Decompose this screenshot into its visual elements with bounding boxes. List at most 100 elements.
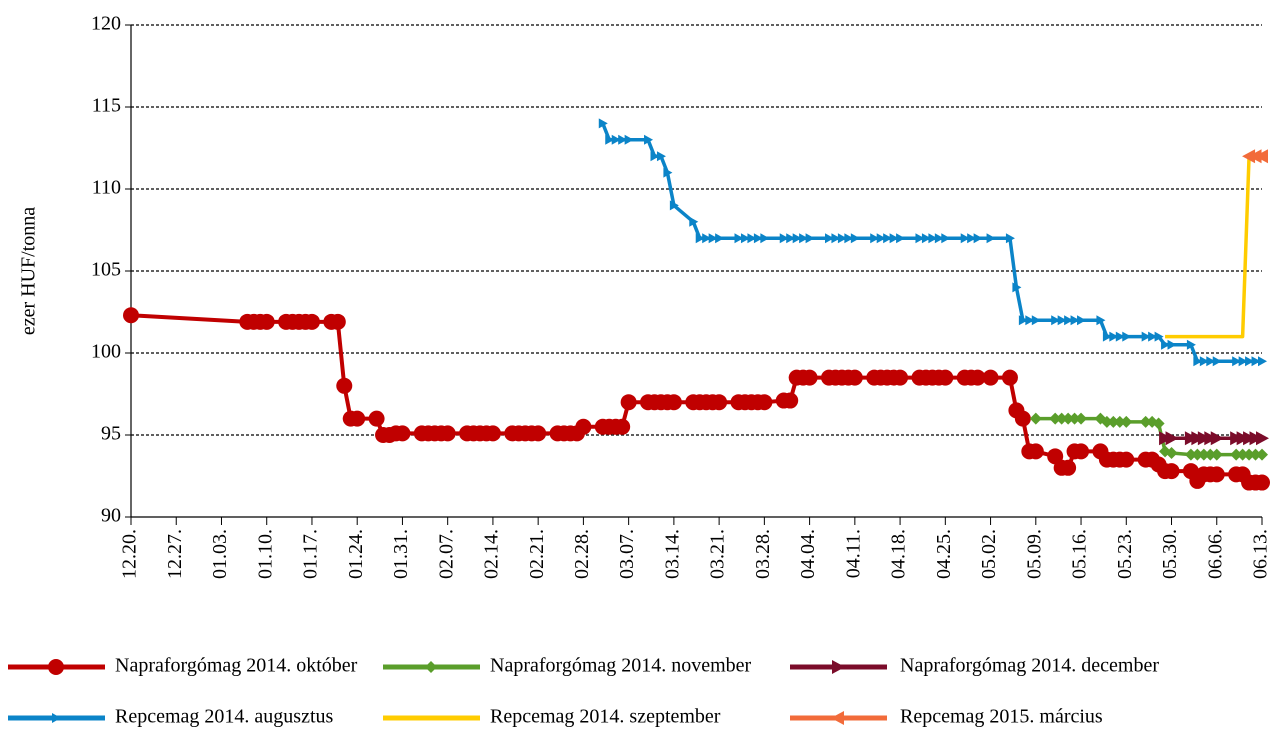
x-tick-label: 04.11. <box>842 529 864 578</box>
marker <box>605 134 615 145</box>
x-tick-label: 02.28. <box>571 529 593 579</box>
marker <box>695 233 705 244</box>
marker <box>663 167 673 178</box>
x-tick-label: 01.03. <box>209 529 231 579</box>
marker <box>598 118 608 129</box>
marker <box>1025 315 1035 326</box>
marker <box>1068 412 1081 425</box>
x-tick-label: 05.09. <box>1023 529 1045 579</box>
marker <box>1096 315 1106 326</box>
marker <box>1256 448 1268 461</box>
marker <box>715 233 725 244</box>
marker <box>439 425 456 442</box>
y-tick-label: 90 <box>101 505 121 527</box>
marker <box>258 313 275 330</box>
marker <box>892 369 909 386</box>
marker <box>1184 448 1197 461</box>
marker <box>1251 356 1261 367</box>
marker <box>1243 448 1256 461</box>
marker <box>846 369 863 386</box>
marker <box>1141 331 1151 342</box>
marker <box>1206 356 1216 367</box>
marker <box>915 233 925 244</box>
marker <box>1014 410 1031 427</box>
marker <box>801 369 818 386</box>
series <box>1159 431 1269 446</box>
marker <box>1212 356 1222 367</box>
marker <box>973 233 983 244</box>
marker <box>1077 315 1087 326</box>
marker <box>530 425 547 442</box>
x-tick-label: 03.07. <box>616 529 638 579</box>
marker <box>799 233 809 244</box>
marker <box>831 711 844 725</box>
marker <box>708 233 718 244</box>
marker <box>1236 448 1249 461</box>
x-tick-label: 04.25. <box>933 529 955 579</box>
marker <box>1102 331 1112 342</box>
y-tick-label: 95 <box>101 423 121 445</box>
x-tick-label: 06.13. <box>1250 529 1271 579</box>
marker <box>665 394 682 411</box>
y-tick-label: 105 <box>91 259 121 281</box>
marker <box>1165 447 1178 460</box>
marker <box>1167 339 1177 350</box>
marker <box>1109 331 1119 342</box>
marker <box>928 233 938 244</box>
marker <box>805 233 815 244</box>
series <box>1242 149 1268 164</box>
marker <box>934 233 944 244</box>
marker <box>969 369 986 386</box>
x-tick-label: 12.27. <box>164 529 186 579</box>
marker <box>711 394 728 411</box>
marker <box>48 659 64 675</box>
marker <box>1193 356 1203 367</box>
marker <box>889 233 899 244</box>
marker <box>760 233 770 244</box>
marker <box>1191 448 1204 461</box>
marker <box>1258 356 1267 367</box>
x-tick-label: 01.31. <box>390 529 412 579</box>
y-tick-label: 100 <box>91 341 121 363</box>
marker <box>1210 431 1224 446</box>
marker <box>1165 431 1179 446</box>
marker <box>824 233 834 244</box>
y-axis-label: ezer HUF/tonna <box>18 207 40 335</box>
marker <box>1049 412 1062 425</box>
marker <box>394 425 411 442</box>
marker <box>349 410 366 427</box>
marker <box>624 134 634 145</box>
marker <box>123 307 139 324</box>
marker <box>1161 339 1171 350</box>
marker <box>1148 331 1158 342</box>
marker <box>1118 451 1135 468</box>
series <box>1029 412 1268 461</box>
marker <box>1120 415 1133 428</box>
x-tick-label: 01.10. <box>254 529 276 579</box>
x-tick-label: 03.21. <box>707 529 729 579</box>
marker <box>753 233 763 244</box>
marker <box>484 425 501 442</box>
marker <box>52 713 61 723</box>
marker <box>960 233 970 244</box>
marker <box>1012 282 1022 293</box>
legend-label: Repcemag 2014. szeptember <box>490 706 721 728</box>
marker <box>870 233 880 244</box>
legend-label: Napraforgómag 2014. október <box>115 655 358 677</box>
marker <box>1238 356 1248 367</box>
marker <box>1152 417 1165 430</box>
marker <box>1115 331 1125 342</box>
x-tick-label: 01.24. <box>345 529 367 579</box>
marker <box>896 233 906 244</box>
marker <box>618 134 628 145</box>
marker <box>329 313 346 330</box>
line <box>601 122 1262 363</box>
marker <box>967 233 977 244</box>
marker <box>844 233 854 244</box>
marker <box>1163 463 1180 480</box>
marker <box>747 233 757 244</box>
x-tick-label: 05.02. <box>978 529 1000 579</box>
marker <box>614 418 631 435</box>
marker <box>336 377 353 394</box>
